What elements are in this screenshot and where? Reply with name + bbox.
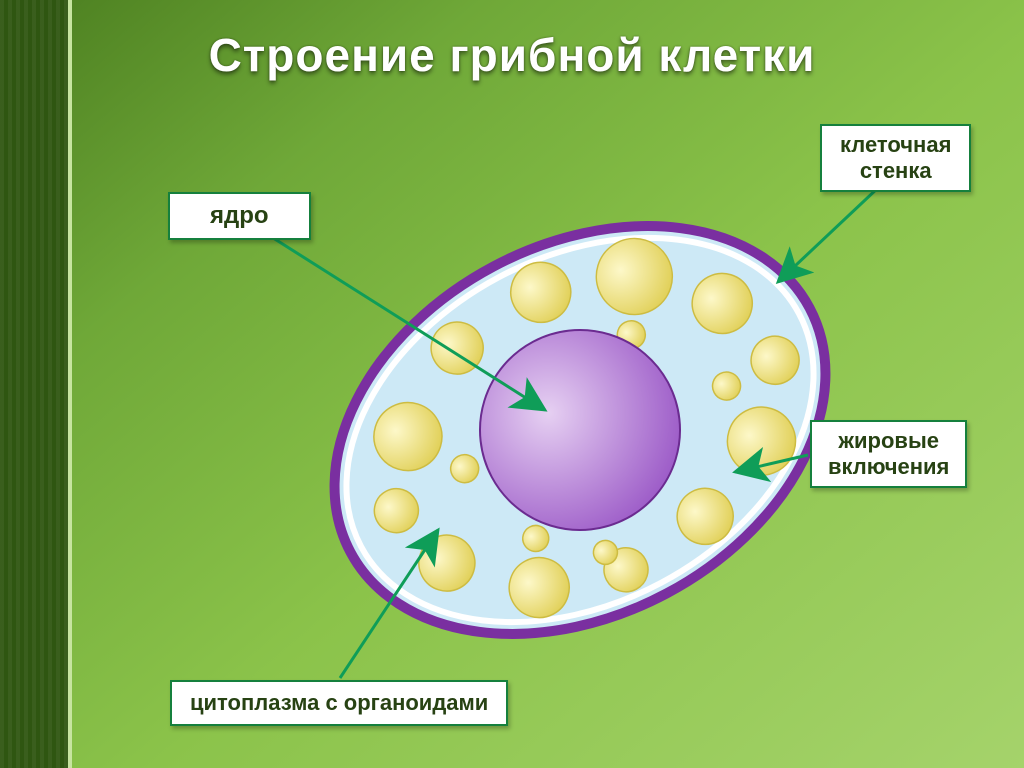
label-cell-wall-text: клеточнаястенка xyxy=(840,132,951,183)
label-fat: жировыевключения xyxy=(810,420,967,488)
label-fat-text: жировыевключения xyxy=(828,428,949,479)
label-cytoplasm-text: цитоплазма с органоидами xyxy=(190,690,488,715)
label-nucleus: ядро xyxy=(168,192,311,240)
label-nucleus-text: ядро xyxy=(210,202,269,229)
cell-diagram xyxy=(0,0,1024,768)
slide: Строение грибной клетки ядро клеточнаяст… xyxy=(0,0,1024,768)
label-cell-wall: клеточнаястенка xyxy=(820,124,971,192)
label-cytoplasm: цитоплазма с органоидами xyxy=(170,680,508,726)
